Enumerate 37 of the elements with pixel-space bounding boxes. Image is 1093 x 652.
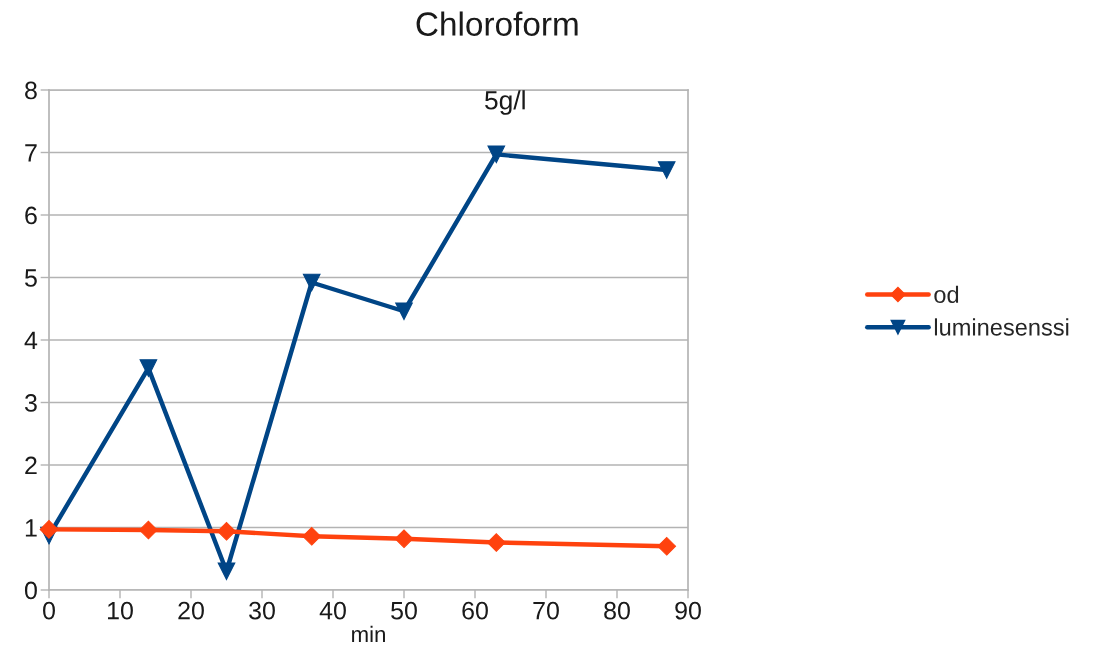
y-tick-label: 6 (25, 206, 37, 225)
x-tick-label: 0 (43, 601, 55, 620)
point (302, 526, 322, 546)
y-tick-label: 1 (25, 519, 37, 537)
point (302, 273, 321, 292)
y-tick-label: 7 (25, 144, 37, 162)
legend-label: od (934, 285, 959, 304)
x-tick-label: 60 (462, 601, 488, 620)
point (217, 521, 236, 541)
point (217, 562, 236, 581)
y-tick-label: 8 (25, 81, 37, 100)
x-tick-label: 10 (108, 601, 133, 620)
x-tick-label: 30 (249, 601, 275, 620)
point (486, 533, 506, 552)
y-tick-label: 5 (24, 269, 37, 287)
x-tick-label: 70 (533, 601, 559, 620)
point (395, 302, 413, 321)
x-tick-label: 20 (178, 601, 204, 620)
x-tick-label: 90 (675, 601, 701, 620)
point (394, 529, 414, 549)
y-tick-label: 0 (24, 581, 37, 600)
point (139, 359, 158, 377)
point (657, 536, 677, 556)
chart-title: Chloroform (416, 11, 578, 36)
point (657, 161, 676, 179)
point (487, 145, 506, 164)
y-tick-label: 3 (24, 394, 37, 412)
x-tick-label: 50 (391, 601, 417, 620)
y-tick-label: 2 (25, 456, 37, 475)
legend-label: luminesenssi (934, 318, 1069, 336)
y-tick-label: 4 (24, 331, 38, 350)
x-tick-label: 80 (604, 601, 630, 620)
point (139, 520, 158, 540)
x-axis-title: min (352, 625, 385, 642)
annotation: 5g/l (485, 90, 525, 115)
x-tick-label: 40 (319, 601, 346, 620)
point (39, 520, 59, 539)
